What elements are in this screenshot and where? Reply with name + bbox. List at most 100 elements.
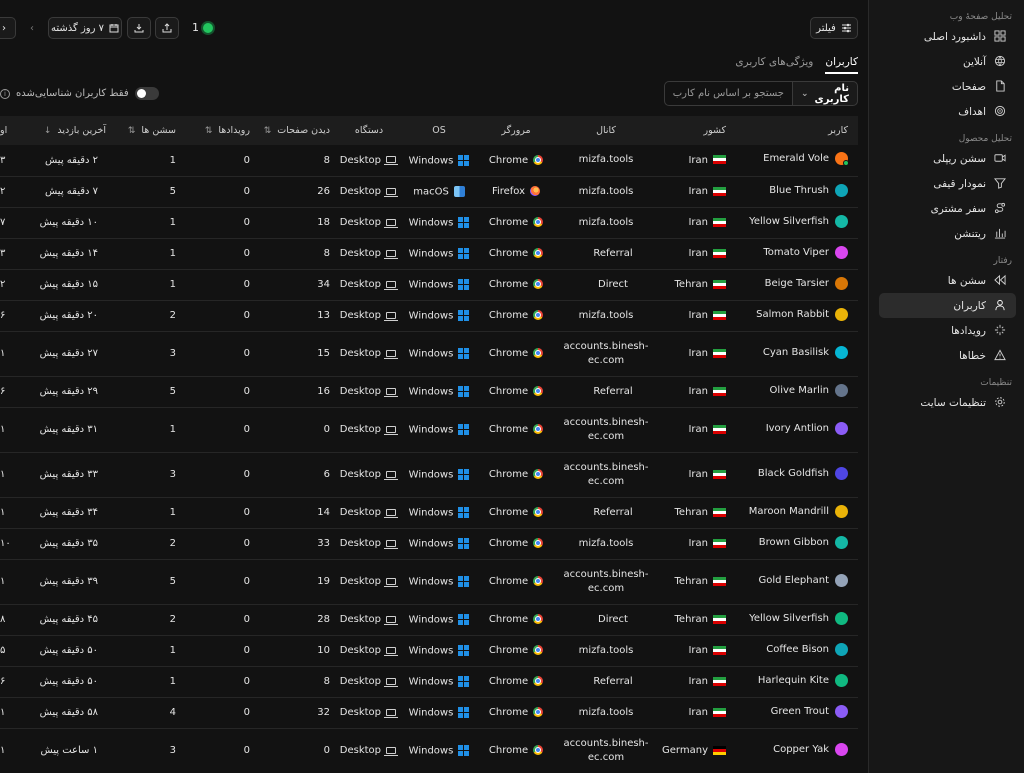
chrome-icon — [533, 217, 544, 227]
col-device: دستگاه — [354, 125, 384, 136]
filter-button[interactable]: فیلتر — [810, 17, 858, 39]
device-name: Desktop — [339, 576, 381, 587]
cell-sessions: 1 — [112, 666, 182, 698]
table-row[interactable]: Black Goldfish Iran accounts.binesh-ec.com… — [0, 452, 858, 498]
windows-icon — [458, 706, 470, 718]
search-input[interactable] — [664, 81, 792, 106]
chrome-icon — [533, 507, 544, 517]
chrome-icon — [533, 469, 544, 479]
chrome-icon — [533, 707, 544, 717]
cell-country: Iran — [656, 331, 732, 377]
cell-events: 0 — [182, 559, 256, 605]
sidebar-item-label: سشن ها — [947, 274, 986, 287]
cell-sessions: 1 — [112, 269, 182, 301]
table-row[interactable]: Ivory Antlion Iran accounts.binesh-ec.com C… — [0, 407, 858, 453]
user-cell: Black Goldfish — [758, 466, 848, 480]
cell-page-views: 10 — [256, 635, 336, 667]
user-name: Copper Yak — [773, 743, 829, 755]
cell-sessions: 1 — [112, 497, 182, 529]
dashboard-icon — [993, 30, 1006, 43]
cell-last-visit: ۴۵ دقیقه پیش — [22, 604, 112, 636]
table-row[interactable]: Harlequin Kite Iran Referral Chrome Windows D… — [0, 666, 858, 698]
cell-events: 0 — [182, 145, 256, 177]
sidebar-item-label: تنظیمات سایت — [920, 396, 986, 409]
chrome-icon — [533, 310, 544, 320]
download-button[interactable] — [127, 17, 151, 39]
cell-page-views: 8 — [256, 666, 336, 698]
table-row[interactable]: Green Trout Iran mizfa.tools Chrome Windows D… — [0, 697, 858, 729]
cell-events: 0 — [182, 176, 256, 208]
share-button[interactable] — [155, 17, 179, 39]
channel-value: mizfa.tools — [562, 309, 650, 323]
channel-value: accounts.binesh-ec.com — [562, 568, 650, 596]
sidebar-item[interactable]: تنظیمات سایت — [879, 390, 1016, 415]
cell-user: Yellow Silverfish — [732, 604, 858, 636]
sidebar-item[interactable]: کاربران — [879, 293, 1016, 318]
date-range-button[interactable]: ۷ روز گذشته — [48, 17, 122, 39]
sidebar-item[interactable]: سشن ها — [879, 268, 1016, 293]
search-field-select[interactable]: نام کاربری ⌄ — [792, 81, 858, 106]
table-row[interactable]: Copper Yak Germany accounts.binesh-ec.com C… — [0, 728, 858, 773]
info-icon: i — [0, 88, 10, 99]
tab-users[interactable]: کاربران — [825, 56, 858, 74]
laptop-icon — [384, 615, 398, 625]
sidebar-item[interactable]: خطاها — [879, 343, 1016, 368]
windows-icon — [458, 423, 470, 435]
identified-users-toggle[interactable] — [134, 87, 159, 100]
prev-page-button[interactable]: ‹ — [22, 17, 42, 39]
table-row[interactable]: Coffee Bison Iran mizfa.tools Chrome Windows… — [0, 635, 858, 667]
sort-desc-icon: ↓ — [43, 126, 52, 136]
os-name: Windows — [408, 745, 454, 757]
sidebar-item[interactable]: صفحات — [879, 74, 1016, 99]
table-row[interactable]: Cyan Basilisk Iran accounts.binesh-ec.com C… — [0, 331, 858, 377]
cell-browser: Chrome — [476, 697, 556, 729]
sidebar-item[interactable]: داشبورد اصلی — [879, 24, 1016, 49]
sidebar-item[interactable]: ریتنشن — [879, 221, 1016, 246]
table-row[interactable]: Yellow Silverfish Iran mizfa.tools Chrome Wi… — [0, 207, 858, 239]
sidebar-section-title: تحلیل صفحهٔ وب — [949, 12, 1012, 22]
col-events-header[interactable]: رویدادها ⇅ — [182, 116, 256, 145]
device-name: Desktop — [339, 614, 381, 625]
sidebar-item[interactable]: سشن ریپلی — [879, 146, 1016, 171]
table-row[interactable]: Salmon Rabbit Iran mizfa.tools Chrome Window… — [0, 300, 858, 332]
table-row[interactable]: Emerald Vole Iran mizfa.tools Chrome Windows… — [0, 145, 858, 177]
table-row[interactable]: Brown Gibbon Iran mizfa.tools Chrome Windows… — [0, 528, 858, 560]
col-last-visit-header[interactable]: آخرین بازدید ↓ — [22, 116, 112, 145]
table-row[interactable]: Yellow Silverfish Tehran Direct Chrome Windo… — [0, 604, 858, 636]
col-sessions-header[interactable]: سشن ها ⇅ — [112, 116, 182, 145]
sidebar-item-label: اهداف — [958, 105, 986, 118]
cell-browser: Chrome — [476, 269, 556, 301]
table-row[interactable]: Olive Marlin Iran Referral Chrome Windows Des… — [0, 376, 858, 408]
sidebar-item[interactable]: آنلاین — [879, 49, 1016, 74]
browser-name: Chrome — [488, 310, 529, 321]
cell-sessions: 3 — [112, 452, 182, 498]
cell-sessions: 4 — [112, 697, 182, 729]
device-name: Desktop — [339, 217, 381, 228]
col-page-views-header[interactable]: دیدن صفحات ⇅ — [256, 116, 336, 145]
sidebar-item[interactable]: سفر مشتری — [879, 196, 1016, 221]
online-dot-icon — [203, 22, 213, 33]
user-cell: Gold Elephant — [759, 573, 848, 587]
table-row[interactable]: Maroon Mandrill Tehran Referral Chrome Windo… — [0, 497, 858, 529]
table-row[interactable]: Blue Thrush Iran mizfa.tools Firefox macOS De… — [0, 176, 858, 208]
table-row[interactable]: Beige Tarsier Tehran Direct Chrome Windows De… — [0, 269, 858, 301]
sidebar-item[interactable]: اهداف — [879, 99, 1016, 124]
next-page-button[interactable]: › — [0, 17, 16, 39]
table-row[interactable]: Gold Elephant Tehran accounts.binesh-ec.co… — [0, 559, 858, 605]
sidebar-item[interactable]: رویدادها — [879, 318, 1016, 343]
os-name: Windows — [408, 424, 454, 436]
device-name: Desktop — [339, 645, 381, 656]
cell-channel: Referral — [556, 238, 656, 270]
search-bar: نام کاربری ⌄ — [664, 81, 858, 106]
chrome-icon — [533, 614, 544, 624]
col-channel: کانال — [596, 125, 616, 136]
table-row[interactable]: Tomato Viper Iran Referral Chrome Windows Des… — [0, 238, 858, 270]
cell-edge: ۱ — [0, 407, 22, 453]
cell-last-visit: ۵۰ دقیقه پیش — [22, 635, 112, 667]
country-name: Iran — [688, 645, 708, 656]
user-cell: Ivory Antlion — [766, 421, 848, 435]
cell-device: Desktop — [336, 407, 402, 453]
flag-ir-icon — [713, 155, 726, 165]
tab-user-properties[interactable]: ویژگی‌های کاربری — [735, 56, 814, 68]
sidebar-item[interactable]: نمودار قیفی — [879, 171, 1016, 196]
